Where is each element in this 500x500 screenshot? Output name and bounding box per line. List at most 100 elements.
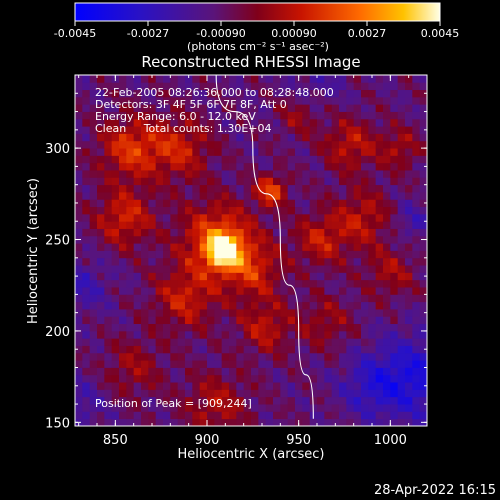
- heatmap-cell: [104, 221, 113, 229]
- heatmap-cell: [412, 235, 421, 244]
- heatmap-cell: [148, 265, 157, 273]
- heatmap-cell: [273, 338, 281, 346]
- heatmap-cell: [324, 192, 333, 200]
- heatmap-cell: [331, 82, 340, 91]
- heatmap-cell: [177, 184, 186, 193]
- heatmap-cell: [155, 411, 164, 420]
- heatmap-cell: [155, 345, 164, 354]
- heatmap-cell: [243, 184, 252, 193]
- heatmap-cell: [273, 389, 281, 398]
- heatmap-cell: [133, 396, 142, 405]
- heatmap-cell: [309, 243, 318, 251]
- heatmap-cell: [251, 250, 259, 259]
- heatmap-cell: [324, 104, 333, 112]
- heatmap-cell: [236, 323, 245, 332]
- heatmap-cell: [368, 104, 377, 112]
- heatmap-cell: [324, 162, 333, 171]
- heatmap-cell: [89, 243, 98, 251]
- heatmap-cell: [309, 374, 318, 383]
- heatmap-cell: [214, 323, 223, 332]
- heatmap-cell: [317, 177, 325, 186]
- heatmap-cell: [75, 360, 83, 368]
- heatmap-cell: [104, 228, 113, 237]
- heatmap-cell: [412, 257, 421, 266]
- heatmap-cell: [177, 82, 186, 91]
- heatmap-cell: [280, 309, 289, 317]
- heatmap-cell: [331, 250, 340, 259]
- heatmap-cell: [243, 374, 252, 383]
- heatmap-cell: [361, 184, 369, 193]
- heatmap-cell: [412, 389, 421, 398]
- heatmap-cell: [141, 287, 149, 295]
- heatmap-cell: [353, 272, 362, 281]
- heatmap-cell: [111, 352, 120, 361]
- heatmap-cell: [361, 118, 369, 127]
- heatmap-cell: [375, 338, 384, 346]
- heatmap-cell: [302, 360, 311, 368]
- heatmap-cell: [346, 316, 355, 325]
- heatmap-cell: [419, 279, 427, 288]
- heatmap-cell: [89, 396, 98, 405]
- heatmap-cell: [375, 250, 384, 259]
- heatmap-cell: [405, 279, 413, 288]
- heatmap-cell: [295, 360, 303, 368]
- heatmap-cell: [155, 396, 164, 405]
- heatmap-cell: [405, 316, 413, 325]
- heatmap-cell: [163, 126, 171, 134]
- heatmap-cell: [141, 294, 149, 303]
- heatmap-cell: [258, 294, 267, 303]
- heatmap-cell: [104, 323, 113, 332]
- heatmap-cell: [243, 367, 252, 376]
- heatmap-cell: [361, 199, 369, 208]
- heatmap-cell: [229, 279, 237, 288]
- heatmap-cell: [412, 228, 421, 237]
- heatmap-cell: [97, 250, 105, 259]
- heatmap-cell: [192, 221, 201, 229]
- heatmap-cell: [119, 170, 127, 178]
- heatmap-cell: [221, 82, 230, 91]
- heatmap-cell: [163, 177, 171, 186]
- heatmap-cell: [82, 75, 91, 83]
- heatmap-cell: [258, 243, 267, 251]
- heatmap-cell: [177, 352, 186, 361]
- heatmap-cell: [397, 404, 406, 412]
- heatmap-cell: [170, 206, 179, 215]
- heatmap-cell: [280, 272, 289, 281]
- heatmap-cell: [331, 418, 340, 426]
- heatmap-cell: [141, 104, 149, 112]
- heatmap-cell: [405, 75, 413, 83]
- heatmap-cell: [346, 360, 355, 368]
- heatmap-cell: [302, 228, 311, 237]
- heatmap-cell: [361, 75, 369, 83]
- heatmap-cell: [273, 374, 281, 383]
- heatmap-cell: [346, 89, 355, 98]
- heatmap-cell: [287, 367, 296, 376]
- heatmap-cell: [368, 396, 377, 405]
- heatmap-cell: [119, 323, 127, 332]
- heatmap-cell: [89, 184, 98, 193]
- heatmap-cell: [141, 140, 149, 149]
- heatmap-cell: [324, 155, 333, 164]
- heatmap-cell: [273, 330, 281, 339]
- heatmap-cell: [265, 235, 274, 244]
- heatmap-cell: [177, 257, 186, 266]
- heatmap-cell: [280, 213, 289, 222]
- heatmap-cell: [119, 111, 127, 120]
- heatmap-cell: [133, 170, 142, 178]
- heatmap-cell: [236, 301, 245, 310]
- heatmap-cell: [265, 221, 274, 229]
- heatmap-cell: [243, 309, 252, 317]
- heatmap-cell: [273, 126, 281, 134]
- heatmap-cell: [295, 184, 303, 193]
- heatmap-cell: [104, 89, 113, 98]
- heatmap-cell: [287, 404, 296, 412]
- heatmap-cell: [265, 411, 274, 420]
- heatmap-cell: [295, 367, 303, 376]
- heatmap-cell: [185, 96, 193, 105]
- heatmap-cell: [185, 367, 193, 376]
- heatmap-cell: [273, 294, 281, 303]
- heatmap-cell: [324, 316, 333, 325]
- heatmap-cell: [82, 301, 91, 310]
- heatmap-cell: [133, 338, 142, 346]
